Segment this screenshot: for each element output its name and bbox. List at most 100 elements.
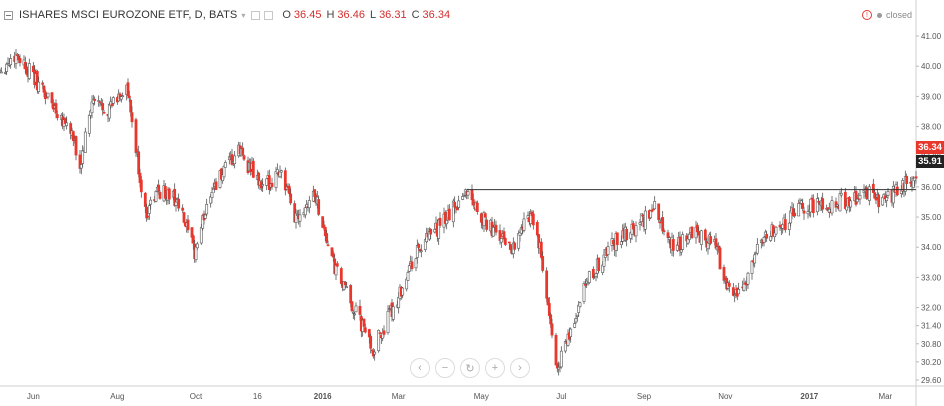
candle-body bbox=[895, 186, 899, 196]
candle-body bbox=[742, 283, 746, 291]
candle-body bbox=[547, 303, 551, 316]
candle-body bbox=[0, 71, 3, 74]
candle-body bbox=[110, 103, 114, 106]
candle-body bbox=[750, 260, 754, 274]
candle-body bbox=[641, 214, 645, 217]
candle-body bbox=[65, 122, 69, 126]
settings-square-icon[interactable] bbox=[251, 10, 261, 20]
scroll-left-button[interactable]: ‹ bbox=[410, 358, 430, 378]
candle-body bbox=[634, 225, 638, 237]
low-label: L bbox=[369, 9, 377, 21]
candle-body bbox=[102, 112, 106, 114]
candle-body bbox=[174, 201, 178, 206]
candle-body bbox=[139, 179, 143, 193]
candle-body bbox=[587, 271, 591, 283]
candle-body bbox=[453, 201, 457, 208]
candle-body bbox=[5, 63, 9, 72]
x-tick-label: Jul bbox=[556, 392, 566, 401]
y-tick-label: 29.60 bbox=[921, 376, 942, 385]
candle-body bbox=[678, 236, 682, 252]
candle-body bbox=[574, 318, 578, 323]
candle-body bbox=[242, 155, 246, 160]
candle-body bbox=[50, 92, 54, 104]
candle-body bbox=[317, 199, 321, 215]
collapse-icon[interactable] bbox=[4, 10, 13, 20]
candle-body bbox=[483, 213, 487, 218]
candle-body bbox=[205, 204, 209, 215]
close-label: C bbox=[411, 9, 420, 21]
zoom-in-button[interactable]: + bbox=[485, 358, 505, 378]
candle-body bbox=[241, 147, 245, 155]
candle-body bbox=[55, 114, 59, 119]
candle-body bbox=[545, 270, 549, 299]
candle-body bbox=[233, 155, 237, 165]
y-tick-label: 35.00 bbox=[921, 213, 942, 222]
visibility-square-icon[interactable] bbox=[264, 10, 274, 20]
candle-body bbox=[662, 230, 666, 232]
x-tick-label: 2017 bbox=[800, 392, 818, 401]
candle-body bbox=[522, 218, 526, 231]
candle-body bbox=[367, 329, 371, 338]
candle-body bbox=[186, 219, 190, 231]
candle-body bbox=[41, 82, 45, 85]
candle-body bbox=[718, 247, 722, 270]
candle-body bbox=[349, 284, 353, 304]
candle-body bbox=[575, 314, 579, 317]
candle-body bbox=[143, 192, 147, 207]
x-tick-label: 2016 bbox=[314, 392, 332, 401]
candle-body bbox=[87, 114, 91, 134]
caret-down-icon[interactable]: ▾ bbox=[241, 10, 246, 20]
candle-body bbox=[163, 185, 167, 199]
warning-icon[interactable]: ! bbox=[861, 10, 872, 20]
candle-body bbox=[625, 228, 629, 241]
candle-body bbox=[283, 170, 287, 191]
candle-body bbox=[769, 236, 773, 241]
candle-body bbox=[470, 189, 474, 201]
candle-body bbox=[265, 178, 269, 186]
reset-button[interactable]: ↻ bbox=[460, 358, 480, 378]
candle-body bbox=[373, 351, 377, 355]
x-tick-label: Sep bbox=[637, 392, 652, 401]
candles-group bbox=[0, 48, 918, 376]
candle-body bbox=[838, 193, 842, 212]
candle-body bbox=[210, 191, 214, 198]
candle-body bbox=[774, 226, 778, 235]
candle-body bbox=[78, 154, 82, 169]
candle-body bbox=[261, 184, 265, 187]
high-label: H bbox=[326, 9, 335, 21]
candle-body bbox=[559, 350, 563, 368]
candle-body bbox=[563, 341, 567, 352]
candle-body bbox=[586, 282, 590, 285]
candle-body bbox=[3, 72, 7, 74]
candle-body bbox=[326, 244, 330, 247]
candle-body bbox=[582, 283, 586, 302]
candle-body bbox=[583, 284, 587, 286]
open-value: 36.45 bbox=[293, 9, 322, 21]
candle-body bbox=[606, 246, 610, 255]
symbol-title[interactable]: ISHARES MSCI EUROZONE ETF, D, BATS bbox=[19, 9, 238, 21]
candle-body bbox=[638, 222, 642, 225]
candle-body bbox=[134, 119, 138, 153]
candle-body bbox=[839, 193, 843, 196]
candle-body bbox=[891, 186, 895, 204]
candle-body bbox=[666, 232, 670, 238]
y-tick-label: 40.00 bbox=[921, 62, 942, 71]
y-tick-label: 33.00 bbox=[921, 273, 942, 282]
candle-body bbox=[274, 171, 278, 188]
candle-body bbox=[541, 256, 545, 271]
candle-body bbox=[406, 272, 410, 281]
candle-body bbox=[703, 229, 707, 241]
candle-body bbox=[127, 95, 131, 99]
candle-body bbox=[278, 171, 282, 178]
scroll-right-button[interactable]: › bbox=[510, 358, 530, 378]
candle-body bbox=[101, 103, 105, 111]
candle-body bbox=[699, 230, 703, 245]
candle-body bbox=[121, 95, 125, 98]
candle-body bbox=[331, 253, 335, 258]
candle-body bbox=[471, 199, 475, 206]
zoom-out-button[interactable]: − bbox=[435, 358, 455, 378]
candle-body bbox=[447, 208, 451, 221]
candle-body bbox=[778, 224, 782, 228]
